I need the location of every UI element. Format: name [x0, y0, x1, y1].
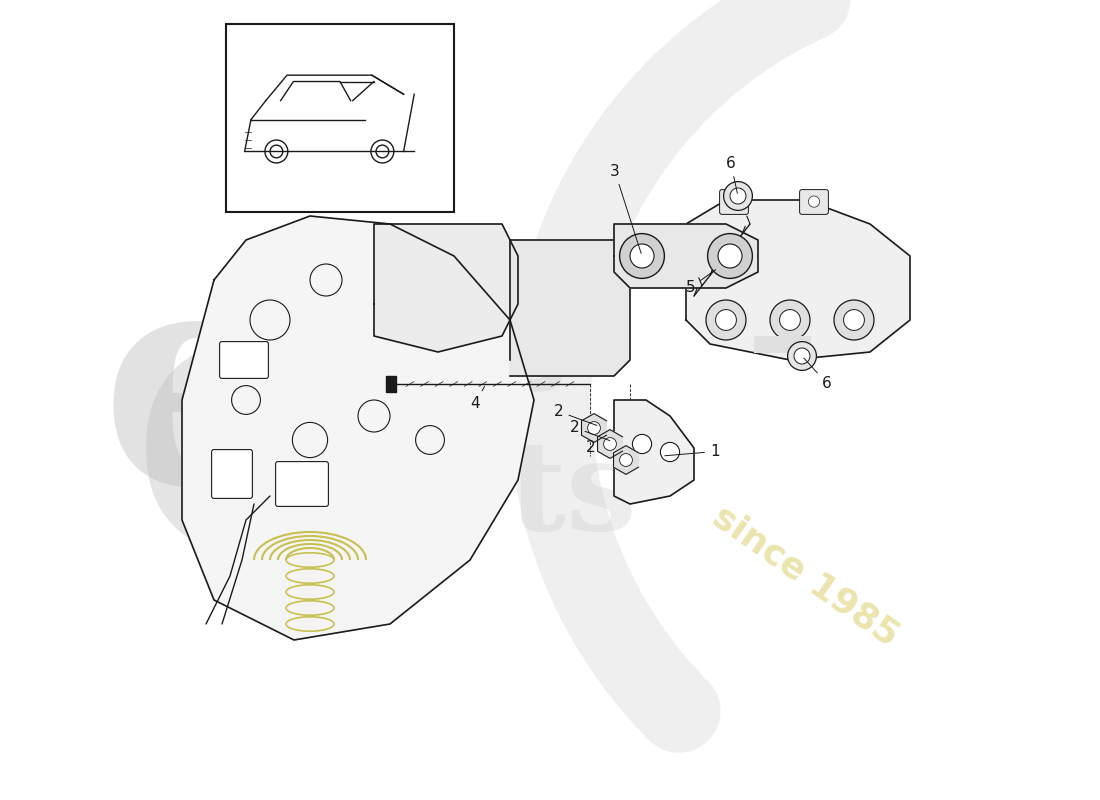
Circle shape	[718, 244, 743, 268]
Text: 3: 3	[610, 164, 641, 254]
Text: since 1985: since 1985	[706, 499, 905, 653]
FancyBboxPatch shape	[220, 342, 268, 378]
Circle shape	[834, 300, 874, 340]
Text: e: e	[101, 252, 295, 548]
Text: 6: 6	[804, 358, 832, 391]
Circle shape	[619, 454, 632, 466]
Polygon shape	[597, 430, 623, 458]
FancyBboxPatch shape	[276, 462, 329, 506]
Circle shape	[630, 244, 654, 268]
Polygon shape	[686, 200, 910, 360]
Bar	[226, 24, 454, 212]
FancyBboxPatch shape	[800, 190, 828, 214]
Circle shape	[794, 348, 810, 364]
Text: 5: 5	[686, 270, 716, 295]
Circle shape	[730, 188, 746, 204]
Polygon shape	[510, 240, 630, 376]
Circle shape	[724, 182, 752, 210]
Text: 2: 2	[570, 420, 609, 441]
Circle shape	[788, 342, 816, 370]
Text: 1: 1	[664, 444, 719, 459]
Text: 4: 4	[470, 386, 485, 411]
Circle shape	[808, 196, 820, 207]
Text: e: e	[130, 251, 377, 629]
Polygon shape	[374, 224, 518, 352]
Polygon shape	[614, 446, 638, 474]
Circle shape	[660, 442, 680, 462]
Circle shape	[619, 234, 664, 278]
Bar	[386, 376, 396, 392]
Text: Parts: Parts	[272, 435, 637, 557]
Circle shape	[844, 310, 865, 330]
Polygon shape	[582, 414, 606, 442]
Circle shape	[587, 422, 601, 434]
Text: Parts: Parts	[242, 306, 570, 414]
Circle shape	[780, 310, 801, 330]
FancyBboxPatch shape	[211, 450, 252, 498]
Circle shape	[707, 234, 752, 278]
Polygon shape	[614, 400, 694, 504]
Circle shape	[632, 434, 651, 454]
Polygon shape	[614, 224, 758, 288]
Text: 2: 2	[586, 440, 595, 455]
Circle shape	[770, 300, 810, 340]
Circle shape	[706, 300, 746, 340]
Text: 2: 2	[554, 404, 597, 426]
Circle shape	[604, 438, 616, 450]
Polygon shape	[182, 216, 534, 640]
Circle shape	[716, 310, 736, 330]
Text: 6: 6	[726, 156, 737, 194]
Bar	[754, 336, 810, 352]
Circle shape	[728, 196, 739, 207]
FancyBboxPatch shape	[719, 190, 748, 214]
